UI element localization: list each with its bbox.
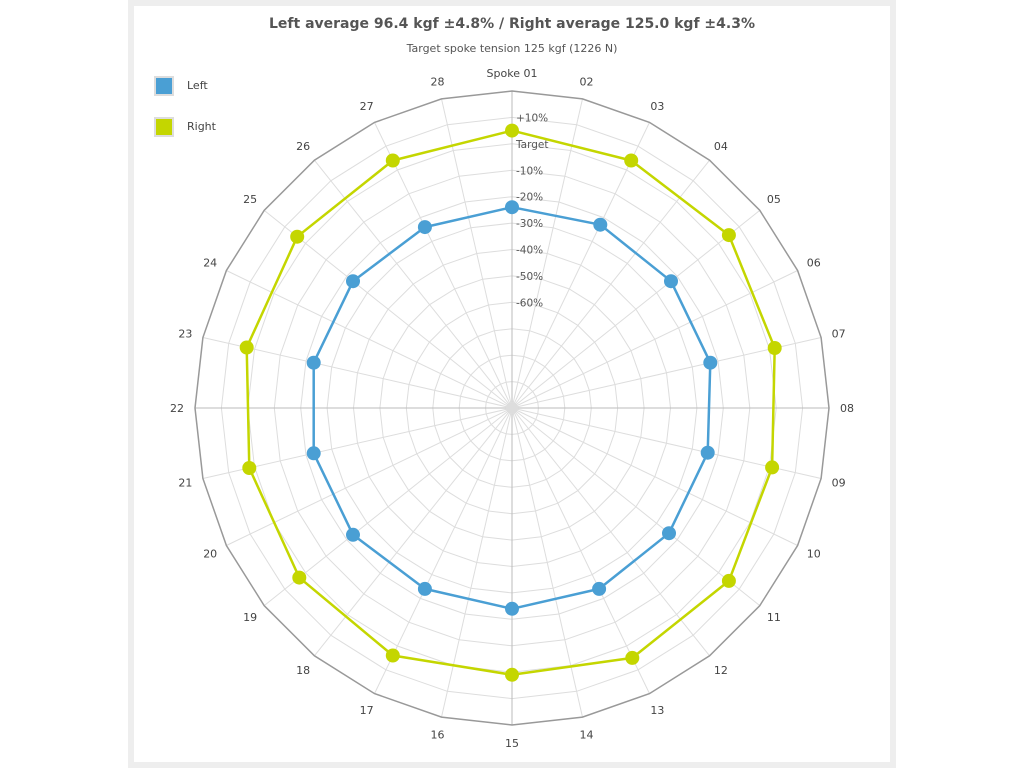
spoke-axis	[511, 270, 798, 409]
spoke-label: 04	[714, 140, 728, 153]
spoke-axis	[202, 337, 513, 409]
data-point-right	[290, 229, 305, 244]
spoke-label: 08	[840, 402, 854, 415]
spoke-label: 20	[203, 547, 217, 560]
spoke-label: 27	[360, 100, 374, 113]
data-point-right	[625, 650, 640, 665]
spoke-label: 13	[650, 704, 664, 717]
data-point-left	[346, 527, 360, 542]
data-point-left	[662, 526, 676, 541]
spoke-label: 23	[178, 328, 192, 341]
spoke-label: 18	[296, 664, 310, 677]
data-point-left	[306, 446, 321, 461]
legend-label-right: Right	[187, 120, 216, 133]
data-point-left	[505, 200, 519, 215]
center-hub	[506, 402, 518, 414]
spoke-axis	[263, 210, 513, 409]
spoke-axis	[511, 159, 710, 409]
radial-tick-label: -50%	[516, 271, 543, 283]
spoke-label: 03	[650, 100, 664, 113]
chart-subtitle: Target spoke tension 125 kgf (1226 N)	[406, 42, 618, 55]
data-point-right	[721, 573, 736, 588]
radial-tick-label: -20%	[516, 192, 543, 204]
spoke-label: 21	[178, 477, 192, 490]
spoke-label: 24	[203, 257, 217, 270]
radial-tick-label: Target	[515, 139, 548, 151]
data-point-right	[765, 460, 780, 475]
spoke-axis	[511, 98, 583, 409]
spoke-label: 19	[243, 611, 257, 624]
radial-tick-label: +10%	[516, 112, 548, 124]
spoke-label: 22	[170, 402, 184, 415]
outer-ring	[194, 90, 830, 726]
radial-tick-label: -30%	[516, 218, 543, 230]
radial-tick-label: -10%	[516, 165, 543, 177]
legend-label-left: Left	[187, 79, 208, 92]
spoke-label: 09	[832, 477, 846, 490]
spoke-label: 26	[296, 140, 310, 153]
spoke-label: 15	[505, 737, 519, 750]
legend-swatch-left	[154, 76, 174, 96]
data-point-left	[417, 581, 432, 596]
data-point-right	[385, 153, 400, 168]
data-point-left	[703, 355, 718, 370]
spoke-axis	[511, 407, 650, 694]
spoke-axis	[374, 407, 513, 694]
spoke-axis	[314, 407, 513, 657]
spoke-label: 02	[580, 75, 594, 88]
data-point-right	[239, 340, 254, 355]
spoke-label: 12	[714, 664, 728, 677]
data-point-right	[505, 667, 519, 682]
spoke-label: 10	[807, 547, 821, 560]
radar-chart: +10% Target -10% -20% -30% -40% -50% -60% Spoke …	[170, 67, 854, 750]
spoke-label: 17	[360, 704, 374, 717]
spoke-axis	[314, 159, 513, 409]
radial-tick-label: -40%	[516, 245, 543, 257]
data-point-left	[664, 274, 678, 289]
data-point-right	[767, 341, 782, 355]
spoke-label: 05	[767, 193, 781, 206]
spoke-axis	[511, 407, 710, 657]
data-point-left	[346, 274, 360, 289]
spoke-axis	[374, 122, 513, 409]
chart-title: Left average 96.4 kgf ±4.8% / Right aver…	[269, 16, 755, 32]
spoke-label: 06	[807, 257, 821, 270]
chart-card: +10% Target -10% -20% -30% -40% -50% -60% Spoke …	[134, 6, 890, 762]
data-point-right	[624, 153, 639, 168]
data-point-left	[593, 217, 608, 232]
data-point-left	[592, 581, 607, 596]
data-point-left	[417, 220, 432, 235]
spoke-axis	[511, 210, 761, 409]
data-point-right	[505, 123, 519, 138]
spoke-axis	[263, 407, 513, 606]
spoke-label: 25	[243, 193, 257, 206]
spoke-axis	[511, 122, 650, 409]
spoke-label: Spoke 01	[487, 67, 538, 80]
data-point-right	[721, 228, 736, 243]
data-point-left	[700, 445, 715, 460]
spoke-label: 16	[431, 729, 445, 742]
chart-panel: +10% Target -10% -20% -30% -40% -50% -60% Spoke …	[128, 0, 896, 768]
spoke-label: 11	[767, 611, 781, 624]
spoke-axis	[226, 270, 513, 409]
spoke-axis	[441, 98, 513, 409]
spoke-axis	[511, 407, 761, 606]
data-point-left	[505, 601, 519, 616]
data-point-right	[385, 648, 400, 663]
spoke-label: 28	[431, 75, 445, 88]
data-point-right	[292, 570, 307, 585]
spoke-label: 14	[580, 729, 594, 742]
radial-tick-label: -60%	[516, 297, 543, 309]
data-point-left	[306, 355, 321, 370]
spoke-label: 07	[832, 328, 846, 341]
legend-swatch-right	[154, 117, 174, 137]
data-point-right	[242, 461, 257, 475]
